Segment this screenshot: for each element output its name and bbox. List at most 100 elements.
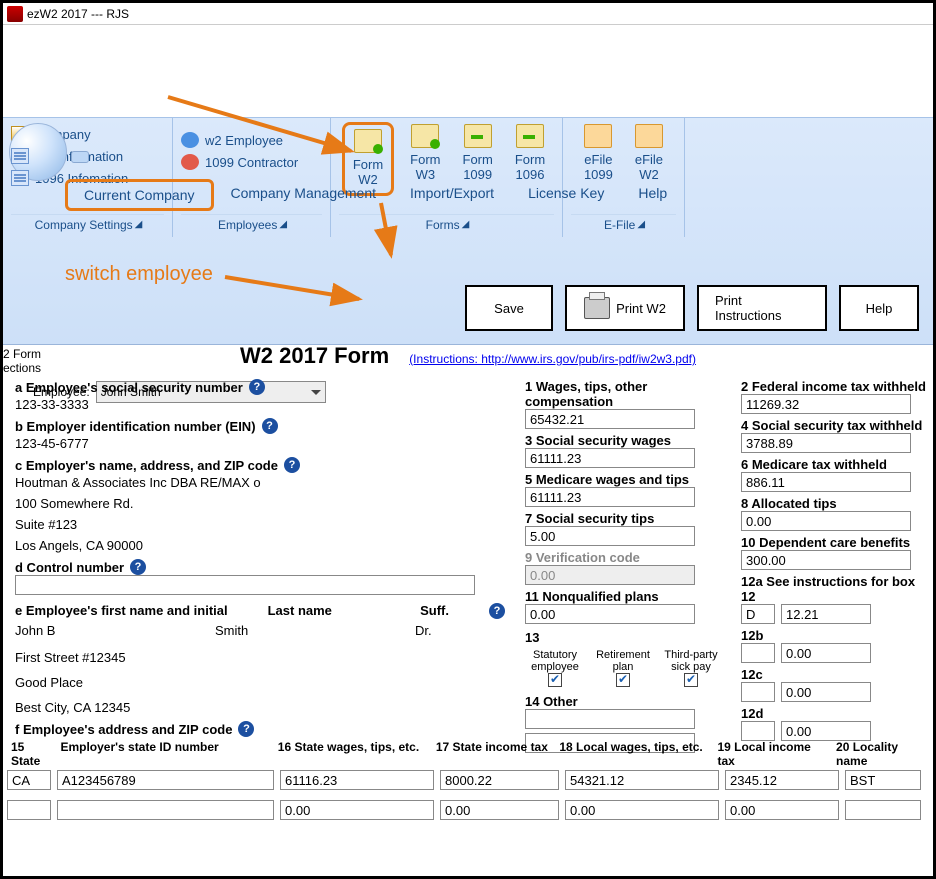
box12a-value-input[interactable] <box>781 604 871 624</box>
employer-line2: 100 Somewhere Rd. <box>15 496 505 511</box>
help-icon[interactable]: ? <box>238 721 254 737</box>
r2-box18-input[interactable] <box>565 800 719 820</box>
group-efile: E-File <box>604 218 635 232</box>
box1-input[interactable] <box>525 409 695 429</box>
instructions-link[interactable]: (Instructions: http://www.irs.gov/pub/ir… <box>409 352 696 366</box>
print-instructions-button[interactable]: Print Instructions <box>697 285 827 331</box>
document-icon <box>11 170 29 186</box>
help-icon[interactable]: ? <box>489 603 505 619</box>
help-button[interactable]: Help <box>839 285 919 331</box>
tab-import-export[interactable]: Import/Export <box>393 179 511 211</box>
box9-input <box>525 565 695 585</box>
box12d-value-input[interactable] <box>781 721 871 741</box>
h-empstate: Employer's state ID number <box>56 740 273 768</box>
box12d-code-input[interactable] <box>741 721 775 741</box>
box6-input[interactable] <box>741 472 911 492</box>
box-e-last-label: Last name <box>268 603 332 619</box>
help-icon[interactable]: ? <box>262 418 278 434</box>
dialog-launcher-icon[interactable]: ◢ <box>637 219 645 230</box>
form-title: W2 2017 Form <box>240 343 389 369</box>
dialog-launcher-icon[interactable]: ◢ <box>279 219 287 230</box>
help-icon[interactable]: ? <box>130 559 146 575</box>
app-icon <box>7 6 23 22</box>
save-button[interactable]: Save <box>465 285 553 331</box>
r2-stateid-input[interactable] <box>57 800 274 820</box>
r1-box18-input[interactable] <box>565 770 719 790</box>
r2-box20-input[interactable] <box>845 800 921 820</box>
1099-contractor-link[interactable]: 1099 Contractor <box>181 154 298 170</box>
tab-license-key[interactable]: License Key <box>511 179 621 211</box>
box-b-label: b Employer identification number (EIN) <box>15 419 256 434</box>
box10-input[interactable] <box>741 550 911 570</box>
employer-line3: Suite #123 <box>15 517 505 532</box>
third-party-sickpay-checkbox[interactable] <box>684 673 698 687</box>
r1-box17-input[interactable] <box>440 770 559 790</box>
box14-input[interactable] <box>525 709 695 729</box>
box12c-value-input[interactable] <box>781 682 871 702</box>
r1-box19-input[interactable] <box>725 770 839 790</box>
r1-box20-input[interactable] <box>845 770 921 790</box>
dialog-launcher-icon[interactable]: ◢ <box>462 219 470 230</box>
group-company-settings: Company Settings <box>35 218 133 232</box>
box5-input[interactable] <box>525 487 695 507</box>
box3-input[interactable] <box>525 448 695 468</box>
r2-box17-input[interactable] <box>440 800 559 820</box>
r2-box19-input[interactable] <box>725 800 839 820</box>
form-w3-button[interactable]: Form W3 <box>404 122 446 184</box>
r1-state-input[interactable] <box>7 770 51 790</box>
statutory-employee-checkbox[interactable] <box>548 673 562 687</box>
retirement-plan-checkbox[interactable] <box>616 673 630 687</box>
orb-dropdown-icon[interactable] <box>71 151 89 163</box>
h19: 19 Local income tax <box>713 740 832 768</box>
form-icon <box>464 124 492 148</box>
box12b-code-input[interactable] <box>741 643 775 663</box>
h17: 17 State income tax <box>432 740 556 768</box>
group-forms: Forms <box>426 218 460 232</box>
box13-retirement-label: Retirement plan <box>593 649 653 673</box>
h16: 16 State wages, tips, etc. <box>274 740 432 768</box>
box2-input[interactable] <box>741 394 911 414</box>
tab-help[interactable]: Help <box>621 179 684 211</box>
annotation-switch-employee: switch employee <box>65 263 213 286</box>
r2-state-input[interactable] <box>7 800 51 820</box>
h18: 18 Local wages, tips, etc. <box>555 740 713 768</box>
tab-company-management[interactable]: Company Management <box>214 179 394 211</box>
r2-box16-input[interactable] <box>280 800 434 820</box>
box7-label: 7 Social security tips <box>525 511 721 526</box>
form-1096-button[interactable]: Form 1096 <box>509 122 551 184</box>
h15: 15 State <box>7 740 56 768</box>
1099-contractor-label: 1099 Contractor <box>205 155 298 170</box>
dialog-launcher-icon[interactable]: ◢ <box>135 219 143 230</box>
form-icon <box>354 129 382 153</box>
w3-info-link[interactable]: W3 Information <box>11 148 128 164</box>
box-c-label: c Employer's name, address, and ZIP code <box>15 458 278 473</box>
r1-stateid-input[interactable] <box>57 770 274 790</box>
box11-input[interactable] <box>525 604 695 624</box>
tab-current-company[interactable]: Current Company <box>65 179 214 211</box>
printer-icon <box>584 297 610 319</box>
print-w2-button[interactable]: Print W2 <box>565 285 685 331</box>
box8-input[interactable] <box>741 511 911 531</box>
r1-box16-input[interactable] <box>280 770 434 790</box>
box5-label: 5 Medicare wages and tips <box>525 472 721 487</box>
box2-label: 2 Federal income tax withheld <box>741 379 931 394</box>
efile-w2-button[interactable]: eFile W2 <box>629 122 669 184</box>
employer-line1: Houtman & Associates Inc DBA RE/MAX o <box>15 475 505 490</box>
box-a-label: a Employee's social security number <box>15 380 243 395</box>
group-employees: Employees <box>218 218 277 232</box>
first-name-value: John B <box>15 623 175 638</box>
help-icon[interactable]: ? <box>249 379 265 395</box>
help-icon[interactable]: ? <box>284 457 300 473</box>
box7-input[interactable] <box>525 526 695 546</box>
form-1099-button[interactable]: Form 1099 <box>457 122 499 184</box>
box12b-value-input[interactable] <box>781 643 871 663</box>
window-title: ezW2 2017 --- RJS <box>27 7 129 21</box>
emp-addr3: Best City, CA 12345 <box>15 700 505 715</box>
box12c-code-input[interactable] <box>741 682 775 702</box>
control-number-input[interactable] <box>15 575 475 595</box>
box13-statutory-label: Statutory employee <box>525 649 585 673</box>
efile-1099-button[interactable]: eFile 1099 <box>578 122 619 184</box>
box4-input[interactable] <box>741 433 911 453</box>
box12a-code-input[interactable] <box>741 604 775 624</box>
w2-employee-link[interactable]: w2 Employee <box>181 132 298 148</box>
